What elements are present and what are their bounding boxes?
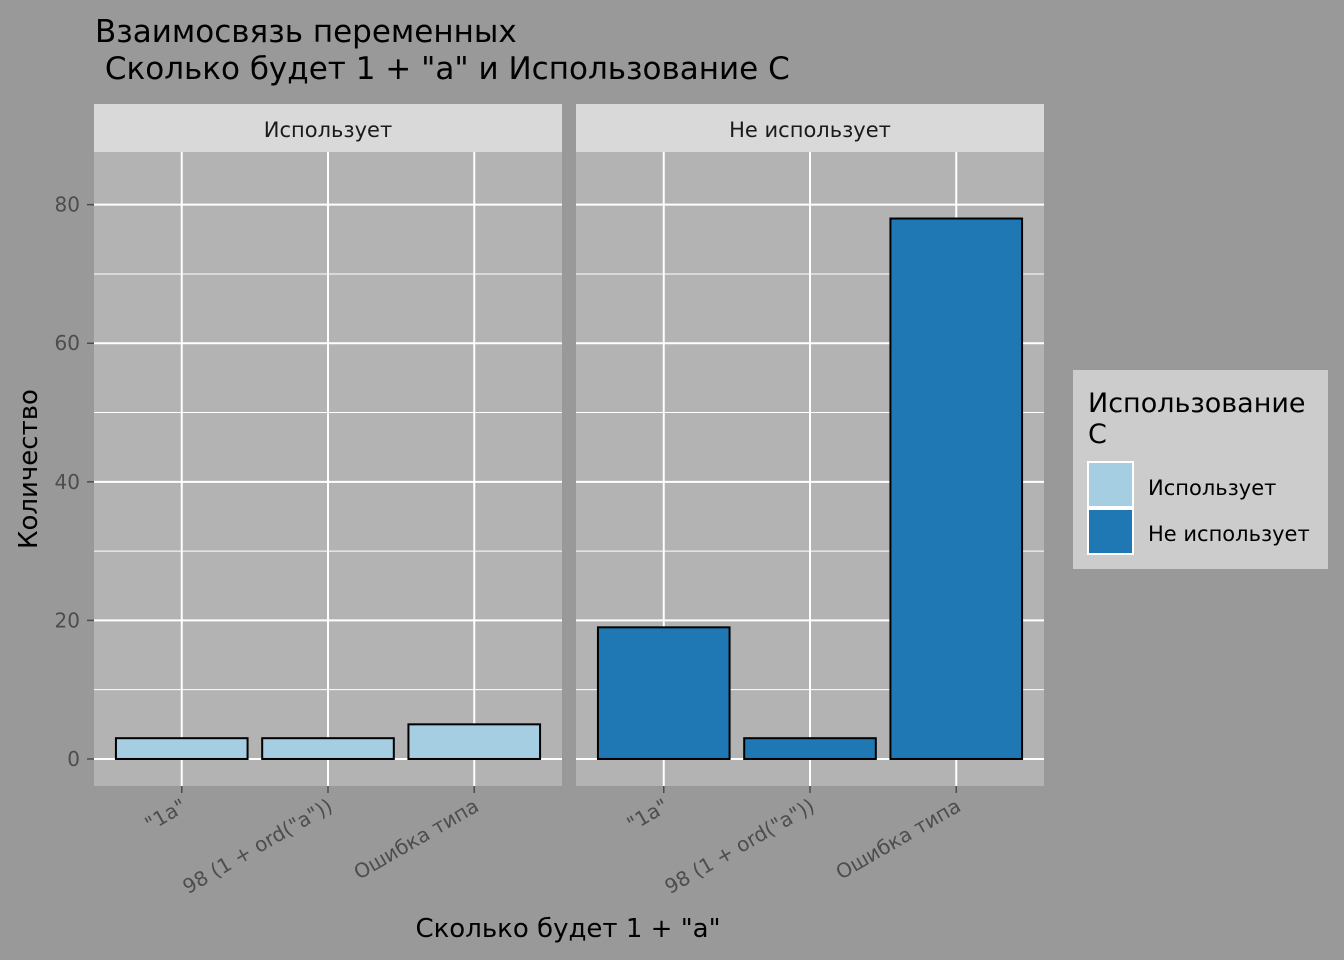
facet-strip-label: Не использует xyxy=(729,118,891,142)
bar xyxy=(114,737,249,760)
y-tick-label: 40 xyxy=(55,470,80,494)
y-tick-label: 0 xyxy=(67,747,80,771)
bar xyxy=(596,626,731,760)
y-axis: 0 20 40 60 80 xyxy=(55,193,94,771)
bar xyxy=(743,737,877,760)
facet-strip xyxy=(576,104,1044,152)
y-tick-label: 20 xyxy=(55,608,80,632)
y-tick-label: 60 xyxy=(55,331,80,355)
chart-title: Взаимосвязь переменных xyxy=(95,14,517,50)
legend-label-not-uses: Не использует xyxy=(1148,522,1310,546)
facet-panel-0: Использует"1a"98 (1 + ord("a")) Ошибка ти… xyxy=(94,104,562,899)
chart-subtitle: Сколько будет 1 + "a" и Использование C xyxy=(95,51,790,87)
facet-strip-label: Использует xyxy=(264,118,392,142)
legend: Использование C Использует Не использует xyxy=(1073,370,1328,569)
legend-label-uses: Использует xyxy=(1148,476,1276,500)
legend-key-not-uses xyxy=(1087,508,1134,555)
facet-panel-1: Не использует"1a"98 (1 + ord("a")) Ошибка… xyxy=(576,104,1044,899)
legend-key-uses xyxy=(1087,461,1134,508)
legend-title-line1: Использование xyxy=(1088,388,1306,419)
bar xyxy=(889,217,1024,760)
facet-strip xyxy=(94,104,562,152)
y-tick-label: 80 xyxy=(55,193,80,217)
bar xyxy=(407,723,542,760)
facet-panels: Использует"1a"98 (1 + ord("a")) Ошибка ти… xyxy=(94,104,1044,899)
y-axis-title: Количество xyxy=(14,389,44,549)
legend-title-line2: C xyxy=(1088,419,1107,450)
x-axis-title: Сколько будет 1 + "a" xyxy=(415,914,720,944)
bar xyxy=(261,737,395,760)
